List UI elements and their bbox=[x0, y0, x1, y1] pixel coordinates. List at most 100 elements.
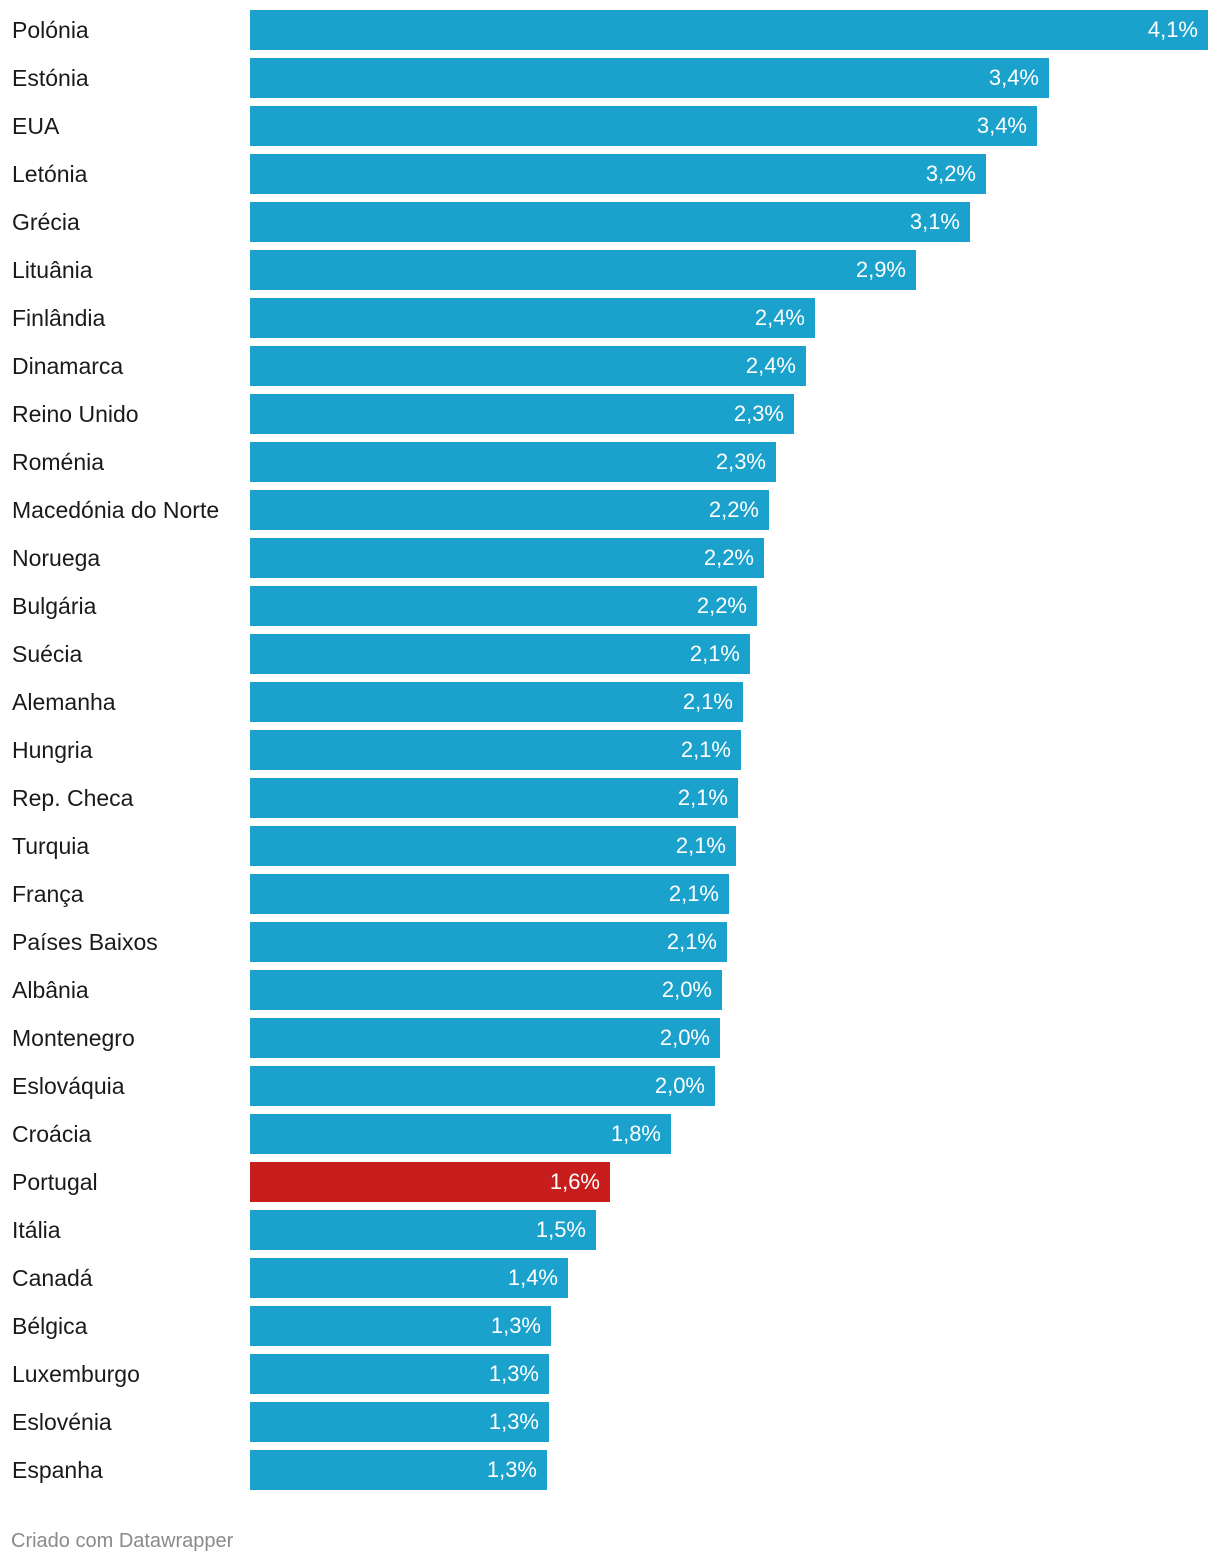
value-label: 2,0% bbox=[654, 1073, 705, 1098]
value-label: 3,2% bbox=[925, 161, 976, 186]
category-label: Albânia bbox=[12, 977, 89, 1003]
value-label: 3,1% bbox=[909, 209, 960, 234]
bar-row: Alemanha 2,1% bbox=[0, 682, 1220, 722]
bar: 2,4% bbox=[250, 346, 806, 386]
bar: 1,4% bbox=[250, 1258, 568, 1298]
value-label: 2,2% bbox=[703, 545, 754, 570]
bar: 1,3% bbox=[250, 1402, 549, 1442]
bar-row: Lituânia 2,9% bbox=[0, 250, 1220, 290]
value-label: 2,1% bbox=[682, 689, 733, 714]
category-label: Montenegro bbox=[12, 1025, 135, 1051]
category-label: Portugal bbox=[12, 1169, 98, 1195]
value-label: 2,1% bbox=[666, 929, 717, 954]
bar-chart: Polónia 4,1% Estónia 3,4% EUA 3,4% Letónia 3,2%… bbox=[0, 10, 1220, 1490]
bar: 2,2% bbox=[250, 586, 757, 626]
bar: 2,1% bbox=[250, 874, 729, 914]
bar: 1,3% bbox=[250, 1354, 549, 1394]
bar-row: Países Baixos 2,1% bbox=[0, 922, 1220, 962]
bar: 1,5% bbox=[250, 1210, 596, 1250]
bar: 3,1% bbox=[250, 202, 970, 242]
value-label: 2,4% bbox=[745, 353, 796, 378]
value-label: 2,0% bbox=[661, 977, 712, 1002]
bar: 3,2% bbox=[250, 154, 986, 194]
category-label: Bulgária bbox=[12, 593, 97, 619]
category-label: Rep. Checa bbox=[12, 785, 134, 811]
bar: 2,2% bbox=[250, 490, 769, 530]
category-label: Grécia bbox=[12, 209, 80, 235]
value-label: 2,3% bbox=[733, 401, 784, 426]
value-label: 2,9% bbox=[855, 257, 906, 282]
bar-row: Rep. Checa 2,1% bbox=[0, 778, 1220, 818]
bar: 2,0% bbox=[250, 1066, 715, 1106]
bar-row: Bélgica 1,3% bbox=[0, 1306, 1220, 1346]
value-label: 1,3% bbox=[488, 1361, 539, 1386]
value-label: 1,5% bbox=[535, 1217, 586, 1242]
bar-row: Itália 1,5% bbox=[0, 1210, 1220, 1250]
value-label: 1,3% bbox=[486, 1457, 537, 1482]
bar-row: França 2,1% bbox=[0, 874, 1220, 914]
bar-row: Polónia 4,1% bbox=[0, 10, 1220, 50]
bar: 3,4% bbox=[250, 58, 1049, 98]
category-label: Alemanha bbox=[12, 689, 116, 715]
bar: 1,8% bbox=[250, 1114, 671, 1154]
value-label: 2,1% bbox=[680, 737, 731, 762]
bar-row: Turquia 2,1% bbox=[0, 826, 1220, 866]
bar: 3,4% bbox=[250, 106, 1037, 146]
category-label: Bélgica bbox=[12, 1313, 88, 1339]
bar-row: Grécia 3,1% bbox=[0, 202, 1220, 242]
bar: 1,6% bbox=[250, 1162, 610, 1202]
value-label: 2,1% bbox=[689, 641, 740, 666]
bar: 2,0% bbox=[250, 1018, 720, 1058]
bar: 2,0% bbox=[250, 970, 722, 1010]
bar-row: Luxemburgo 1,3% bbox=[0, 1354, 1220, 1394]
category-label: Eslováquia bbox=[12, 1073, 125, 1099]
category-label: Canadá bbox=[12, 1265, 93, 1291]
category-label: EUA bbox=[12, 113, 60, 139]
bar: 2,1% bbox=[250, 826, 736, 866]
value-label: 3,4% bbox=[976, 113, 1027, 138]
bar-row: Espanha 1,3% bbox=[0, 1450, 1220, 1490]
category-label: Suécia bbox=[12, 641, 83, 667]
bar: 2,1% bbox=[250, 922, 727, 962]
category-label: Noruega bbox=[12, 545, 101, 571]
bar-row: Bulgária 2,2% bbox=[0, 586, 1220, 626]
bar-row: Estónia 3,4% bbox=[0, 58, 1220, 98]
value-label: 1,3% bbox=[490, 1313, 541, 1338]
value-label: 2,1% bbox=[677, 785, 728, 810]
value-label: 2,0% bbox=[659, 1025, 710, 1050]
category-label: Dinamarca bbox=[12, 353, 124, 379]
bar: 2,1% bbox=[250, 730, 741, 770]
bar: 2,1% bbox=[250, 634, 750, 674]
bar-row: Roménia 2,3% bbox=[0, 442, 1220, 482]
value-label: 3,4% bbox=[988, 65, 1039, 90]
bar-row: Albânia 2,0% bbox=[0, 970, 1220, 1010]
bar: 1,3% bbox=[250, 1306, 551, 1346]
category-label: Polónia bbox=[12, 17, 89, 43]
bar-row: Eslováquia 2,0% bbox=[0, 1066, 1220, 1106]
bar: 2,2% bbox=[250, 538, 764, 578]
bar: 2,1% bbox=[250, 778, 738, 818]
category-label: Turquia bbox=[12, 833, 90, 859]
bar: 4,1% bbox=[250, 10, 1208, 50]
bar-row: Hungria 2,1% bbox=[0, 730, 1220, 770]
category-label: Eslovénia bbox=[12, 1409, 112, 1435]
category-label: Macedónia do Norte bbox=[12, 497, 220, 523]
credit-footer: Criado com Datawrapper bbox=[11, 1530, 234, 1552]
bar-row: Portugal 1,6% bbox=[0, 1162, 1220, 1202]
value-label: 1,4% bbox=[507, 1265, 558, 1290]
bar-row: Montenegro 2,0% bbox=[0, 1018, 1220, 1058]
bar-row: Eslovénia 1,3% bbox=[0, 1402, 1220, 1442]
category-label: Reino Unido bbox=[12, 401, 139, 427]
bar-row: Dinamarca 2,4% bbox=[0, 346, 1220, 386]
value-label: 1,6% bbox=[549, 1169, 600, 1194]
bar: 2,9% bbox=[250, 250, 916, 290]
value-label: 4,1% bbox=[1147, 17, 1198, 42]
bar-row: Canadá 1,4% bbox=[0, 1258, 1220, 1298]
category-label: Hungria bbox=[12, 737, 93, 763]
bar-row: Letónia 3,2% bbox=[0, 154, 1220, 194]
category-label: Letónia bbox=[12, 161, 88, 187]
bar: 2,4% bbox=[250, 298, 815, 338]
category-label: Finlândia bbox=[12, 305, 106, 331]
bar: 2,3% bbox=[250, 442, 776, 482]
value-label: 2,3% bbox=[715, 449, 766, 474]
